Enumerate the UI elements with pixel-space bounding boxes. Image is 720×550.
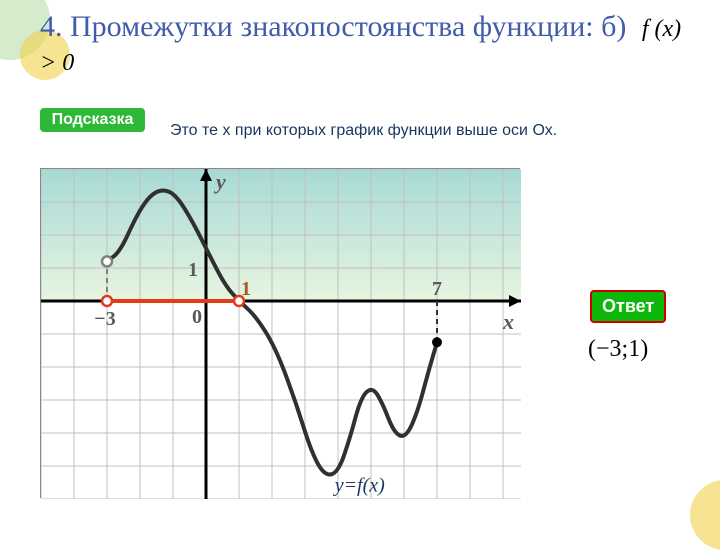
answer-button[interactable]: Ответ	[590, 290, 666, 323]
chart-svg: yx011−37y=f(x)	[41, 169, 521, 499]
hint-text: Это те х при которых график функции выше…	[170, 122, 557, 140]
hint-button-label: Подсказка	[52, 111, 134, 128]
svg-text:y=f(x): y=f(x)	[333, 474, 385, 496]
function-chart: yx011−37y=f(x)	[40, 168, 520, 498]
svg-text:7: 7	[432, 278, 442, 300]
title-text: 4. Промежутки знакопостоянства функции: …	[40, 10, 626, 43]
answer-value: (−3;1)	[588, 336, 648, 363]
svg-text:−3: −3	[94, 308, 115, 330]
svg-text:1: 1	[241, 278, 251, 300]
svg-text:0: 0	[192, 306, 202, 328]
svg-text:1: 1	[188, 259, 198, 281]
hint-button[interactable]: Подсказка	[40, 108, 145, 132]
page-title: 4. Промежутки знакопостоянства функции: …	[40, 10, 700, 78]
answer-button-label: Ответ	[602, 296, 654, 316]
svg-text:x: x	[502, 309, 514, 334]
